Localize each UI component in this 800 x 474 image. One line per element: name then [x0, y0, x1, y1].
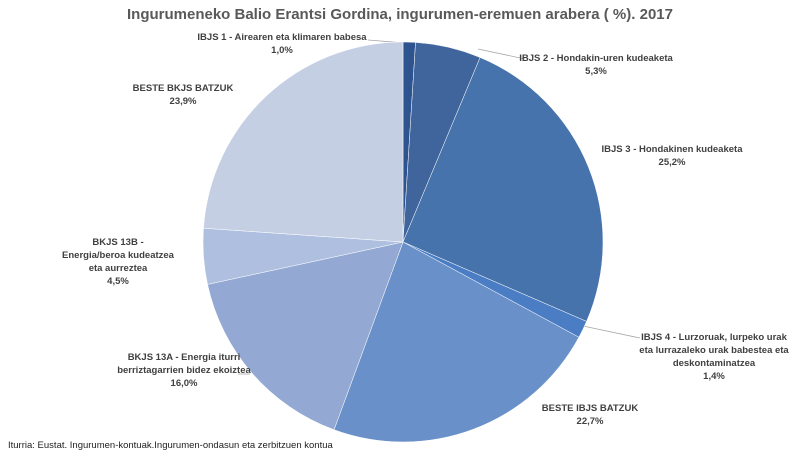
slice-label: BESTE BKJS BATZUK 23,9%	[83, 82, 283, 108]
leader-line	[582, 325, 641, 339]
slice-label: IBJS 2 - Hondakin-uren kudeaketa 5,3%	[486, 52, 706, 78]
category-label: BKJS 13B - Energia/beroa kudeatzea eta a…	[62, 237, 174, 274]
value-label: 25,2%	[658, 157, 686, 168]
value-label: 5,3%	[585, 66, 607, 77]
source-note: Iturria: Eustat. Ingurumen-kontuak.Ingur…	[8, 440, 333, 451]
slice-label: BKJS 13B - Energia/beroa kudeatzea eta a…	[61, 236, 176, 288]
category-label: IBJS 4 - Lurzoruak, lurpeko urak eta lur…	[639, 332, 789, 369]
category-label: IBJS 3 - Hondakinen kudeaketa	[601, 144, 743, 155]
pie-slice	[402, 57, 604, 322]
category-label: BESTE BKJS BATZUK	[132, 83, 234, 94]
category-label: IBJS 1 - Airearen eta klimaren babesa	[197, 32, 367, 43]
slice-label: IBJS 3 - Hondakinen kudeaketa 25,2%	[572, 143, 772, 169]
value-label: 1,4%	[703, 371, 725, 382]
pie-slice	[333, 241, 580, 443]
category-label: BESTE IBJS BATZUK	[541, 403, 639, 414]
slice-label: IBJS 1 - Airearen eta klimaren babesa 1,0…	[197, 31, 367, 57]
slice-label: BESTE IBJS BATZUK 22,7%	[490, 402, 690, 428]
value-label: 16,0%	[170, 378, 198, 389]
value-label: 23,9%	[169, 96, 197, 107]
value-label: 22,7%	[576, 416, 604, 427]
value-label: 1,0%	[271, 45, 293, 56]
leader-line	[477, 48, 526, 60]
slice-label: BKJS 13A - Energia iturri berriztagarrie…	[102, 351, 267, 390]
category-label: BKJS 13A - Energia iturri berriztagarrie…	[117, 352, 251, 376]
pie-slice	[203, 41, 404, 243]
slice-label: IBJS 4 - Lurzoruak, lurpeko urak eta lur…	[634, 331, 794, 383]
category-label: IBJS 2 - Hondakin-uren kudeaketa	[519, 53, 673, 64]
chart-title: Ingurumeneko Balio Erantsi Gordina, ingu…	[127, 6, 673, 23]
value-label: 4,5%	[107, 276, 129, 287]
pie-slice	[207, 241, 404, 431]
